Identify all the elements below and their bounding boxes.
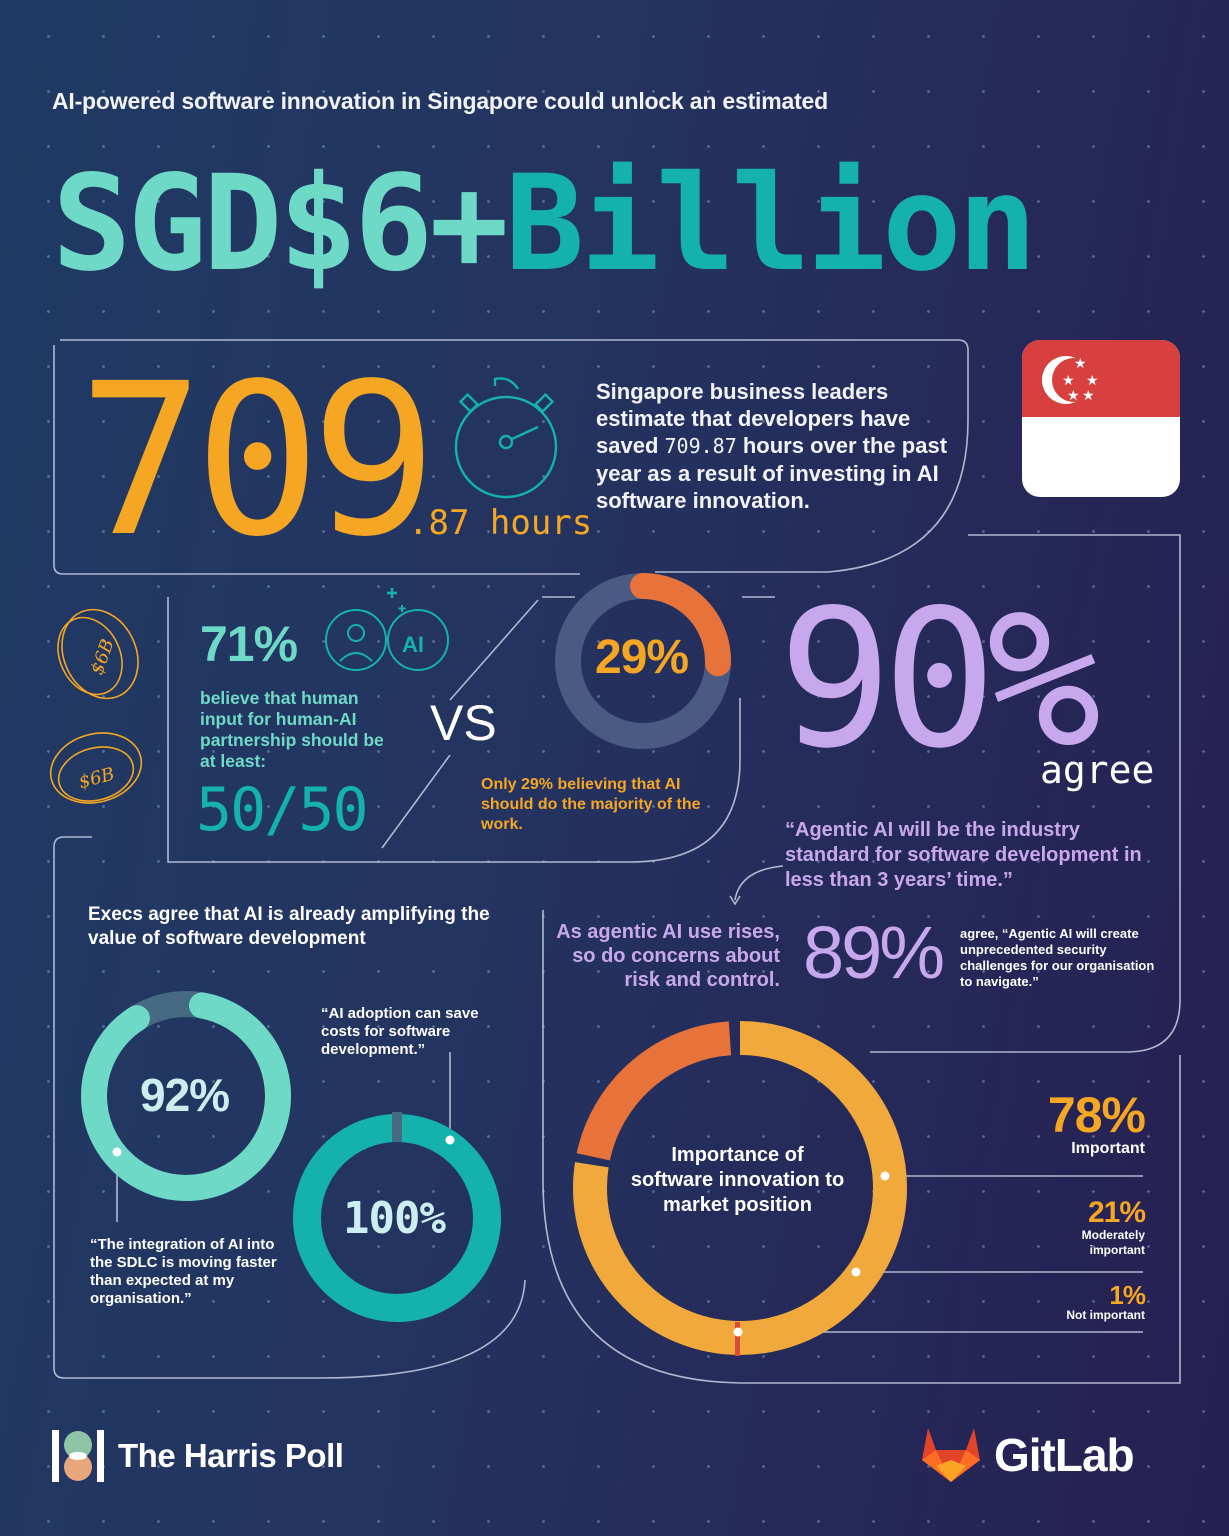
headline-currency: SGD$6+: [52, 147, 509, 301]
legend-not-important: 1% Not important: [1066, 1280, 1146, 1322]
agentic-standard-percent: 90%: [778, 569, 1101, 790]
ai-majority-description: Only 29% believing that AI should do the…: [481, 776, 701, 833]
hours-saved-description: Singapore business leaders estimate that…: [596, 379, 948, 513]
risk-lead-text: As agentic AI use rises, so do concerns …: [556, 921, 780, 991]
legend-important: 78% Important: [1047, 1087, 1146, 1157]
stopwatch-icon: [454, 377, 558, 499]
security-concern-quote: agree, “Agentic AI will create unprecede…: [960, 926, 1155, 989]
gitlab-text: GitLab: [994, 1429, 1135, 1481]
svg-text:★: ★: [1074, 356, 1087, 372]
agentic-standard-quote: “Agentic AI will be the industry standar…: [785, 819, 1142, 891]
intro-text: AI-powered software innovation in Singap…: [52, 88, 828, 114]
hours-saved-value: 709: [78, 338, 437, 583]
security-concern-percent: 89%: [803, 911, 945, 994]
agree-label: agree: [1040, 748, 1155, 792]
ai-label: AI: [402, 632, 424, 657]
importance-chart-title: Importance of software innovation to mar…: [630, 1144, 845, 1216]
harris-poll-logo: The Harris Poll: [52, 1430, 344, 1482]
svg-text:★: ★: [1086, 373, 1099, 389]
human-input-description: believe that human input for human-AI pa…: [200, 688, 384, 771]
human-input-percent: 71%: [200, 616, 298, 672]
svg-text:★: ★: [1062, 373, 1075, 389]
vs-label: VS: [430, 695, 497, 751]
human-ai-partnership-icon: [325, 588, 449, 671]
human-ai-ratio: 50/50: [196, 775, 369, 845]
gitlab-logo: GitLab: [920, 1426, 1135, 1484]
svg-text:★: ★: [1082, 388, 1095, 404]
headline-unit: Billion: [504, 147, 1037, 301]
harris-poll-icon: [52, 1430, 104, 1482]
svg-text:$6B: $6B: [87, 636, 119, 677]
svg-text:$6B: $6B: [77, 764, 117, 794]
harris-poll-text: The Harris Poll: [118, 1437, 344, 1474]
coin-icon: [49, 608, 143, 804]
headline-value: SGD$6+Billion: [52, 158, 1037, 290]
svg-text:★: ★: [1067, 388, 1080, 404]
legend-moderately-important: 21% Moderately important: [1081, 1196, 1146, 1258]
gitlab-tanuki-icon: [922, 1428, 980, 1482]
singapore-flag-icon: ★ ★ ★ ★ ★: [1022, 340, 1180, 497]
hours-saved-unit: .87 hours: [408, 503, 593, 543]
cost-saving-percent: 100%: [343, 1193, 446, 1244]
ai-majority-percent: 29%: [595, 631, 689, 684]
execs-section-title: Execs agree that AI is already amplifyin…: [88, 904, 490, 949]
sdlc-quote: “The integration of AI into the SDLC is …: [90, 1236, 277, 1307]
cost-saving-quote: “AI adoption can save costs for software…: [321, 1005, 479, 1058]
sdlc-percent: 92%: [140, 1069, 230, 1121]
